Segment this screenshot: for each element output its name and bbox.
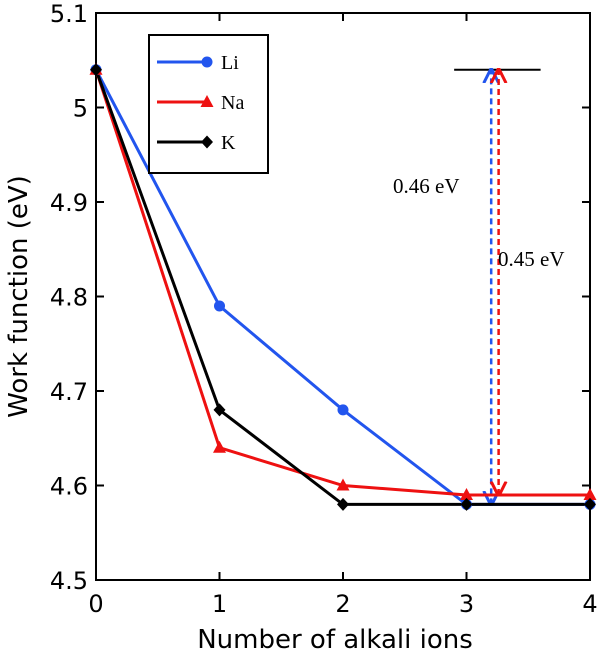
- legend-label-k: K: [221, 132, 236, 154]
- legend-label-li: Li: [221, 52, 239, 74]
- annotation-label-li: 0.46 eV: [393, 174, 460, 198]
- data-point-na: [460, 487, 473, 500]
- data-point-k: [213, 403, 226, 417]
- legend-label-na: Na: [221, 92, 244, 114]
- data-point-na: [213, 440, 226, 453]
- data-point-k: [460, 497, 473, 511]
- y-tick-label: 4.7: [50, 378, 88, 406]
- legend-marker-li: [201, 56, 213, 68]
- data-point-k: [584, 497, 596, 511]
- annotation-label-na: 0.45 eV: [498, 247, 565, 271]
- x-tick-label: 2: [335, 590, 350, 618]
- data-point-na: [336, 478, 350, 491]
- x-tick-label: 1: [212, 590, 227, 618]
- y-tick-label: 5.1: [50, 0, 88, 28]
- y-tick-label: 4.9: [50, 189, 88, 217]
- data-point-li: [214, 300, 225, 312]
- data-point-k: [337, 497, 349, 511]
- x-axis-title: Number of alkali ions: [197, 625, 473, 655]
- y-axis-title: Work function (eV): [4, 175, 34, 418]
- y-tick-label: 4.5: [50, 567, 88, 595]
- data-point-li: [337, 404, 349, 416]
- x-tick-label: 3: [459, 590, 474, 618]
- x-tick-label: 4: [582, 590, 597, 618]
- data-point-na: [583, 487, 597, 500]
- y-tick-label: 5: [73, 95, 88, 123]
- legend-marker-k: [201, 135, 213, 149]
- y-tick-label: 4.8: [50, 284, 88, 312]
- x-tick-label: 0: [88, 590, 103, 618]
- data-point-k: [90, 63, 102, 77]
- legend-marker-na: [200, 95, 214, 107]
- y-tick-label: 4.6: [50, 473, 88, 501]
